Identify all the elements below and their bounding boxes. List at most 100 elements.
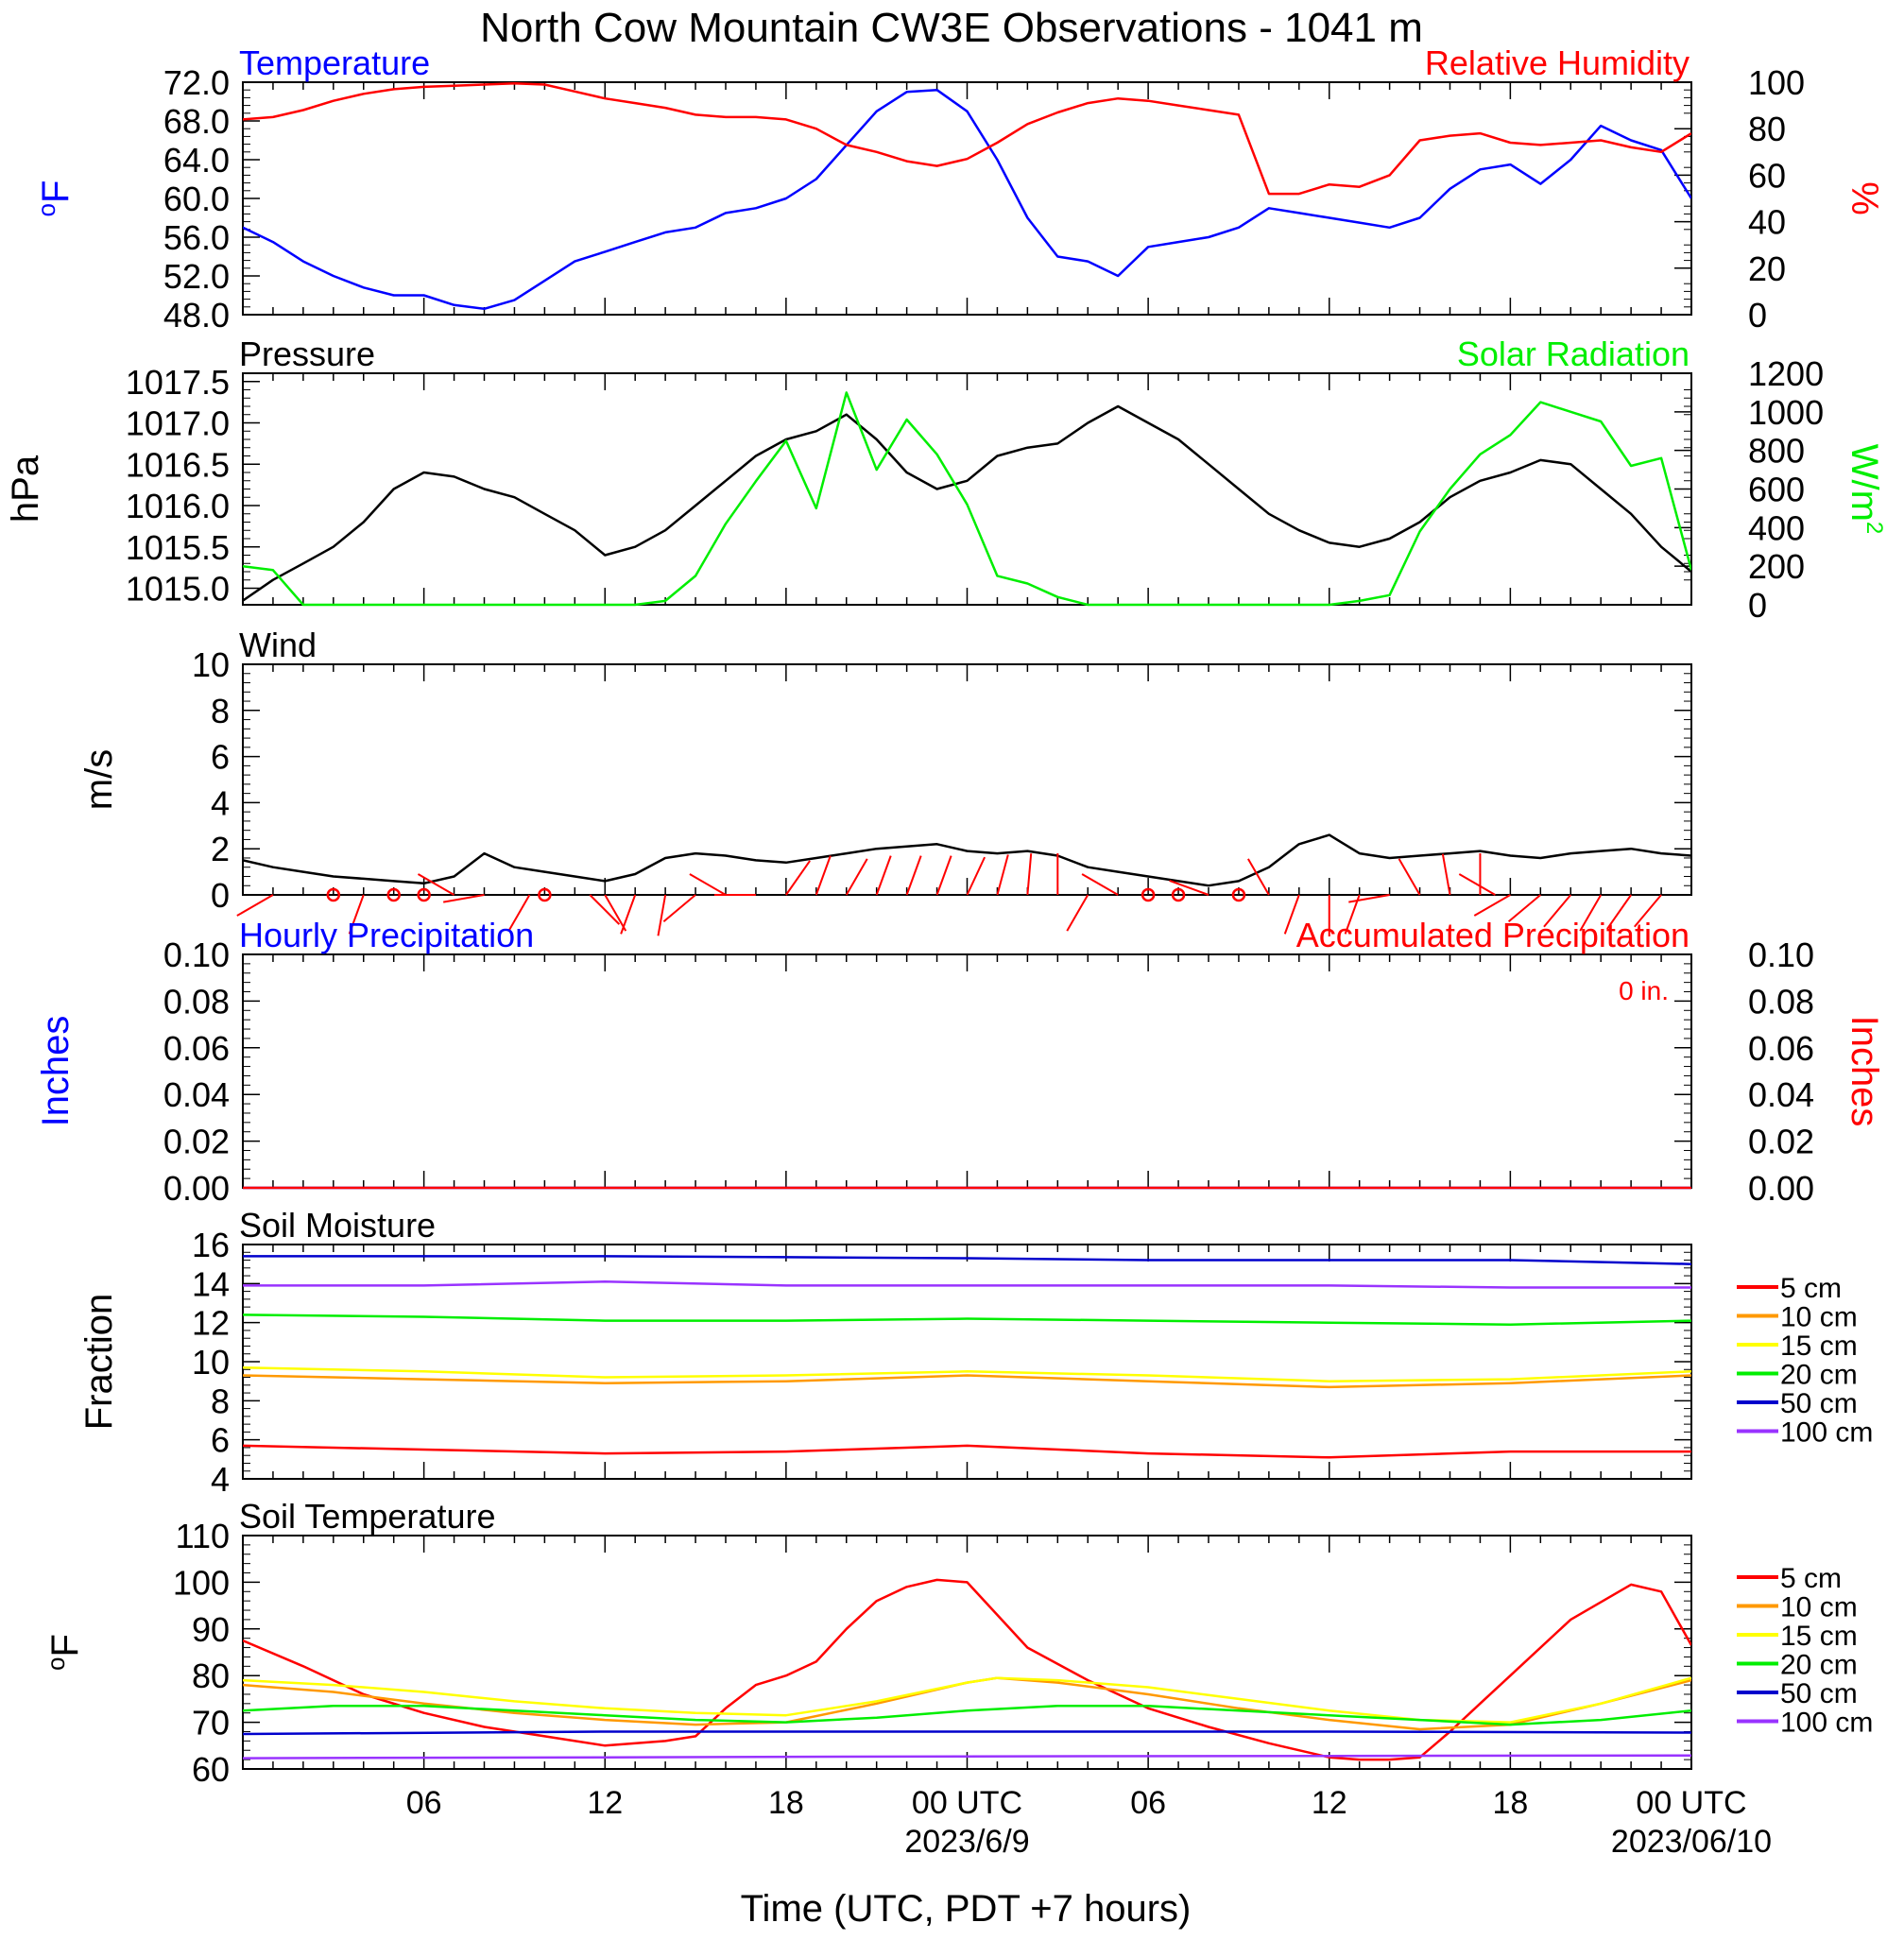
y-tick-label-left: 0.02 (163, 1123, 230, 1161)
y-tick-label-right: 1200 (1748, 354, 1824, 393)
legend-label: 10 cm (1780, 1302, 1858, 1333)
panel-title-left: Soil Moisture (239, 1206, 436, 1245)
y-axis-title-left: oF (32, 180, 77, 217)
y-tick-label-right: 800 (1748, 432, 1805, 471)
wind-barb (1606, 894, 1632, 930)
series-line-20-cm (243, 1705, 1691, 1726)
y-tick-label-right: 40 (1748, 203, 1786, 242)
wind-barb (657, 894, 667, 936)
y-tick-label-left: 14 (192, 1264, 230, 1303)
wind-barb (507, 894, 531, 932)
panel-title-left: Temperature (239, 43, 430, 82)
panel-title-right: Solar Radiation (1457, 335, 1690, 373)
x-tick-label: 00 UTC (1636, 1785, 1746, 1821)
wind-barb (1398, 858, 1421, 896)
y-axis-title-right: W/m2 (1844, 444, 1887, 535)
series-group (243, 1578, 1691, 1761)
calm-wind-marker (1141, 887, 1156, 902)
wind-barb (996, 854, 1009, 896)
wind-barb (1247, 858, 1270, 896)
y-tick-label-right: 1000 (1748, 393, 1824, 432)
legend-label: 10 cm (1780, 1592, 1858, 1623)
series-line-5-cm (243, 1444, 1691, 1459)
y-tick-label-left: 6 (211, 1421, 230, 1460)
y-tick-label-right: 80 (1748, 110, 1786, 148)
panel-title-left: Hourly Precipitation (239, 916, 534, 954)
y-tick-label-left: 1016.0 (126, 487, 230, 525)
calm-wind-marker (1231, 887, 1246, 902)
y-tick-label-left: 70 (192, 1704, 230, 1743)
series-line-10-cm (243, 1374, 1691, 1389)
y-tick-label-left: 0.00 (163, 1169, 230, 1208)
legend-label: 100 cm (1780, 1417, 1873, 1449)
y-tick-label-left: 0.08 (163, 982, 230, 1021)
panel-temperature-humidity: 48.052.056.060.064.068.072.0 0 20 40 60 80 100… (32, 43, 1885, 335)
legend-label: 15 cm (1780, 1331, 1858, 1362)
panel-title-left: Soil Temperature (239, 1497, 495, 1536)
x-tick-date-label: 2023/6/9 (904, 1824, 1029, 1860)
series-line-wind (243, 833, 1691, 887)
y-tick-label-right: 600 (1748, 471, 1805, 509)
wind-barb (1579, 894, 1603, 932)
calm-wind-marker (1171, 887, 1186, 902)
y-tick-label-left: 0.06 (163, 1029, 230, 1068)
y-tick-label-left: 56.0 (163, 218, 230, 257)
x-tick-label: 12 (587, 1785, 623, 1821)
y-tick-label-left: 0 (211, 876, 230, 915)
y-tick-label-left: 4 (211, 1460, 230, 1499)
figure-title: North Cow Mountain CW3E Observations - 1… (480, 5, 1423, 51)
legend-label: 50 cm (1780, 1388, 1858, 1419)
series-line-15-cm (243, 1365, 1691, 1382)
y-axis-title-left: Fraction (78, 1294, 120, 1431)
y-tick-label-left: 1015.0 (126, 570, 230, 609)
series-group (243, 82, 1691, 311)
wind-barb (1283, 894, 1300, 935)
y-axis-title-left: hPa (5, 455, 46, 523)
series-line-temperature (243, 88, 1691, 311)
wind-barb (815, 855, 832, 896)
panel-title-left: Pressure (239, 335, 375, 373)
y-tick-label-left: 1016.5 (126, 445, 230, 484)
y-tick-label-left: 2 (211, 830, 230, 868)
wind-barb (1473, 894, 1511, 917)
y-tick-label-left: 100 (173, 1563, 230, 1602)
wind-barb (785, 860, 811, 896)
y-tick-label-left: 1015.5 (126, 528, 230, 567)
wind-barb (689, 873, 727, 896)
panel-title-left: Wind (239, 626, 317, 664)
series-line-solar-radiation (243, 391, 1691, 607)
wind-barb (1066, 894, 1089, 932)
legend-label: 100 cm (1780, 1708, 1873, 1739)
wind-barb (662, 894, 696, 923)
y-tick-label-left: 12 (192, 1304, 230, 1343)
series-line-50-cm (243, 1730, 1691, 1736)
wind-barb (1348, 894, 1390, 903)
legend-label: 5 cm (1780, 1273, 1842, 1304)
y-tick-label-right: 60 (1748, 156, 1786, 195)
wind-barb (1026, 853, 1033, 896)
calm-wind-marker (326, 887, 341, 902)
x-tick-label: 18 (768, 1785, 804, 1821)
x-tick-label: 12 (1312, 1785, 1347, 1821)
series-line-20-cm (243, 1313, 1691, 1326)
y-tick-label-right: 200 (1748, 547, 1805, 586)
y-tick-label-left: 10 (192, 645, 230, 684)
wind-barb (1543, 894, 1572, 928)
y-tick-label-right: 0.08 (1748, 982, 1814, 1021)
legend-label: 5 cm (1780, 1563, 1842, 1594)
wind-barb (442, 894, 485, 903)
wind-barb (1081, 873, 1119, 896)
legend-label: 50 cm (1780, 1678, 1858, 1709)
y-tick-label-left: 60.0 (163, 180, 230, 218)
x-tick-date-label: 2023/06/10 (1611, 1824, 1772, 1860)
series-line-100-cm (243, 1280, 1691, 1289)
legend-label: 15 cm (1780, 1621, 1858, 1652)
y-tick-label-right: 0 (1748, 296, 1767, 335)
calm-wind-marker (538, 887, 552, 902)
y-tick-label-left: 68.0 (163, 102, 230, 141)
legend-label: 20 cm (1780, 1650, 1858, 1681)
wind-barb (604, 894, 627, 932)
y-tick-label-right: 0.06 (1748, 1029, 1814, 1068)
